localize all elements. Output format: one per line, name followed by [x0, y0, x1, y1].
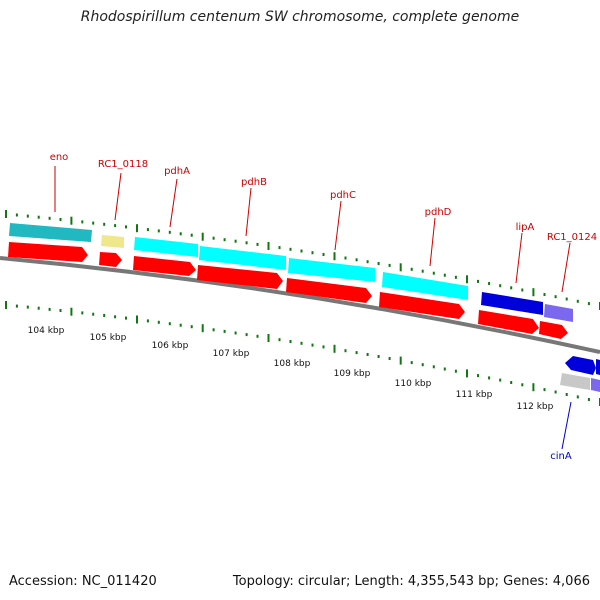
map-title: Rhodospirillum centenum SW chromosome, c… [80, 9, 520, 25]
gene-label-pdha: pdhA [164, 166, 190, 177]
gene-block-right-slate[interactable] [591, 378, 600, 392]
gene-block-pdhb[interactable] [199, 246, 286, 270]
cds-arrow-rc1-0118[interactable] [99, 252, 122, 267]
leader-cina [561, 401, 572, 450]
gene-block-cina-blue[interactable] [565, 356, 596, 375]
gene-label-pdhc: pdhC [330, 190, 356, 201]
cds-arrow-pdha[interactable] [133, 256, 196, 276]
gene-label-pdhd: pdhD [425, 207, 452, 218]
kbp-label: 107 kbp [213, 349, 250, 359]
kbp-label: 108 kbp [274, 359, 311, 369]
feature-row-upper [9, 223, 573, 322]
leader-rc1-0124 [561, 242, 571, 293]
cds-arrow-pdhc[interactable] [286, 278, 372, 303]
kbp-label: 111 kbp [456, 390, 493, 400]
kbp-label: 110 kbp [395, 379, 432, 389]
gene-label-rc1-0118: RC1_0118 [98, 159, 148, 170]
kbp-label: 112 kbp [517, 402, 554, 412]
kbp-label: 106 kbp [152, 341, 189, 351]
gene-block-pdhd[interactable] [382, 272, 468, 300]
gene-label-rc1-0124: RC1_0124 [547, 232, 597, 243]
leader-lipa [515, 232, 523, 284]
cds-arrow-eno[interactable] [8, 242, 88, 262]
gene-labels: eno RC1_0118 pdhA pdhB pdhC pdhD lipA RC… [50, 152, 597, 462]
leader-pdha [169, 178, 178, 228]
gene-block-pdhc[interactable] [288, 258, 375, 282]
leader-pdhc [334, 200, 342, 251]
gene-label-pdhb: pdhB [241, 177, 267, 188]
leader-pdhd [429, 217, 436, 267]
leader-rc1-0118 [114, 172, 122, 221]
gene-block-rc1-0124[interactable] [544, 304, 573, 322]
gene-block-lipa[interactable] [481, 292, 543, 315]
genome-summary-text: Topology: circular; Length: 4,355,543 bp… [232, 574, 590, 589]
kbp-label: 109 kbp [334, 369, 371, 379]
gene-label-eno: eno [50, 152, 69, 163]
gene-label-lipa: lipA [516, 222, 535, 233]
cds-row [8, 242, 568, 339]
gene-block-pdha[interactable] [134, 237, 198, 257]
gene-block-rc1-0118[interactable] [101, 235, 124, 248]
cds-arrow-pdhb[interactable] [197, 265, 283, 289]
gene-block-right-blue[interactable] [596, 359, 600, 375]
tick-marks [5, 210, 600, 406]
kbp-scale-labels: 104 kbp 105 kbp 106 kbp 107 kbp 108 kbp … [28, 326, 554, 412]
kbp-label: 105 kbp [90, 333, 127, 343]
chromosome-backbone [0, 256, 600, 354]
leader-pdhb [245, 187, 252, 237]
cds-arrow-lipa[interactable] [478, 310, 539, 334]
gene-block-cina-grey[interactable] [560, 373, 590, 390]
cds-arrow-rc1-0124[interactable] [539, 321, 568, 339]
gene-block-eno[interactable] [9, 223, 92, 242]
cds-arrow-pdhd[interactable] [379, 292, 465, 319]
accession-text: Accession: NC_011420 [9, 574, 157, 589]
gene-label-cina: cinA [550, 451, 572, 462]
kbp-label: 104 kbp [28, 326, 65, 336]
label-leaders [54, 166, 572, 450]
feature-row-right [560, 356, 600, 392]
